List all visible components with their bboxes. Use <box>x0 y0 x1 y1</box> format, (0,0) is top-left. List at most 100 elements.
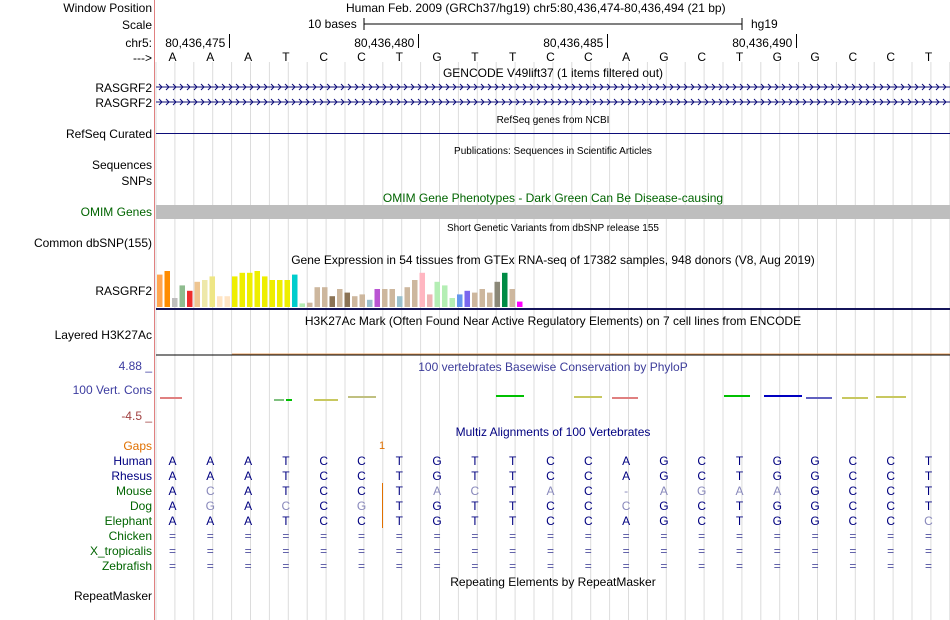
gencode-item-label-1[interactable]: RASGRF2 <box>95 81 152 95</box>
sequences-label[interactable]: Sequences <box>91 158 152 172</box>
species-label[interactable]: Chicken <box>108 529 152 543</box>
species-label[interactable]: Mouse <box>115 484 152 498</box>
gtex-tissue-bar <box>509 289 515 307</box>
strand-arrow-mark <box>459 83 464 91</box>
gtex-tissue-bar <box>209 276 215 307</box>
repeatmasker-track-title[interactable]: Repeating Elements by RepeatMasker <box>450 575 656 589</box>
refseq-transcript-line[interactable] <box>156 133 950 134</box>
strand-arrow-mark <box>319 98 324 106</box>
strand-arrow-mark <box>788 98 793 106</box>
gap-line <box>382 483 383 528</box>
gtex-label[interactable]: RASGRF2 <box>95 284 152 298</box>
strand-arrow-mark <box>886 83 891 91</box>
aligned-base: C <box>583 514 593 528</box>
strand-arrow-mark <box>816 98 821 106</box>
omim-track-title[interactable]: OMIM Gene Phenotypes - Dark Green Can Be… <box>382 191 724 205</box>
strand-arrow-mark <box>368 83 373 91</box>
aligned-base: G <box>432 454 442 468</box>
strand-arrow-mark <box>480 83 485 91</box>
dbsnp-track-title[interactable]: Short Genetic Variants from dbSNP releas… <box>447 223 659 234</box>
aligned-base: C <box>319 499 329 513</box>
gtex-tissue-bar <box>449 298 455 307</box>
aligned-base: A <box>244 454 253 468</box>
phylop-label[interactable]: 100 Vert. Cons <box>72 383 152 397</box>
window-position-value: Human Feb. 2009 (GRCh37/hg19) chr5:80,43… <box>346 1 726 15</box>
species-label[interactable]: Rhesus <box>111 469 152 483</box>
aligned-base: T <box>471 454 479 468</box>
refseq-track-title[interactable]: RefSeq genes from NCBI <box>496 115 610 126</box>
strand-arrow-mark <box>417 83 422 91</box>
repeatmasker-label[interactable]: RepeatMasker <box>73 589 152 603</box>
strand-arrow-mark <box>235 83 240 91</box>
gtex-tissue-bar <box>344 292 350 307</box>
reference-base: G <box>432 50 442 64</box>
phylop-mark <box>314 399 338 401</box>
gtex-tissue-bar <box>277 280 283 307</box>
aligned-base: C <box>848 514 858 528</box>
h3k27ac-label[interactable]: Layered H3K27Ac <box>54 328 152 342</box>
strand-arrow-mark <box>704 98 709 106</box>
aligned-base: T <box>282 454 290 468</box>
strand-arrow-mark <box>200 83 205 91</box>
aligned-base: T <box>509 484 517 498</box>
aligned-base: T <box>924 499 933 513</box>
gtex-bar-chart[interactable] <box>156 266 950 312</box>
species-label[interactable]: X_tropicalis <box>89 544 152 558</box>
omim-label[interactable]: OMIM Genes <box>80 205 152 219</box>
strand-arrow-mark <box>781 98 786 106</box>
gaps-label[interactable]: Gaps <box>123 439 152 453</box>
strand-arrow-mark <box>767 83 772 91</box>
publications-track-title[interactable]: Publications: Sequences in Scientific Ar… <box>454 146 652 157</box>
aligned-base: G <box>659 454 669 468</box>
strand-arrow-mark <box>501 83 506 91</box>
species-label[interactable]: Dog <box>129 499 152 513</box>
strand-arrow-mark <box>228 83 233 91</box>
gencode-item-label-2[interactable]: RASGRF2 <box>95 96 152 110</box>
aligned-base: = <box>849 529 857 543</box>
omim-gene-bar[interactable] <box>156 205 950 219</box>
aligned-base: T <box>924 484 933 498</box>
strand-arrow-mark <box>900 98 905 106</box>
phylop-mark <box>496 395 524 397</box>
refseq-label[interactable]: RefSeq Curated <box>65 127 152 141</box>
strand-arrow-mark <box>431 98 436 106</box>
h3k27ac-track-title[interactable]: H3K27Ac Mark (Often Found Near Active Re… <box>304 314 802 328</box>
phylop-signal[interactable] <box>156 386 950 406</box>
multiz-track-title[interactable]: Multiz Alignments of 100 Vertebrates <box>455 425 651 439</box>
gencode-transcripts[interactable] <box>156 80 950 110</box>
strand-arrow-mark <box>179 98 184 106</box>
strand-arrow-mark <box>725 83 730 91</box>
gencode-track-title[interactable]: GENCODE V49lift37 (1 items filtered out) <box>442 66 664 80</box>
aligned-base: = <box>887 544 895 558</box>
gtex-tissue-bar <box>367 299 373 307</box>
reference-base: C <box>319 50 329 64</box>
snps-label[interactable]: SNPs <box>121 174 152 188</box>
gtex-track-title[interactable]: Gene Expression in 54 tissues from GTEx … <box>291 253 815 267</box>
phylop-mark <box>806 397 832 399</box>
strand-arrow-mark <box>277 83 282 91</box>
phylop-track-title[interactable]: 100 vertebrates Basewise Conservation by… <box>418 360 688 374</box>
ruler-tick <box>607 34 609 48</box>
strand-arrow-mark <box>564 98 569 106</box>
strand-arrow-mark <box>158 83 163 91</box>
aligned-base: = <box>395 544 403 558</box>
h3k27ac-signal[interactable] <box>156 352 950 358</box>
aligned-base: = <box>584 559 592 573</box>
strand-arrow-mark <box>473 98 478 106</box>
aligned-base: C <box>886 514 896 528</box>
species-label[interactable]: Human <box>113 454 152 468</box>
strand-arrow-mark <box>844 83 849 91</box>
strand-arrow-mark <box>907 83 912 91</box>
dbsnp-label[interactable]: Common dbSNP(155) <box>33 236 152 250</box>
species-label[interactable]: Elephant <box>104 514 152 528</box>
strand-arrow-mark <box>291 98 296 106</box>
species-label[interactable]: Zebrafish <box>101 559 152 573</box>
aligned-base: T <box>395 514 403 528</box>
gtex-tissue-bar <box>374 289 380 307</box>
gtex-tissue-bar <box>202 280 208 307</box>
strand-arrow[interactable]: ---> <box>133 51 152 65</box>
aligned-base: C <box>697 499 707 513</box>
gtex-tissue-bar <box>412 280 418 307</box>
strand-arrow-mark <box>172 98 177 106</box>
strand-arrow-mark <box>193 83 198 91</box>
